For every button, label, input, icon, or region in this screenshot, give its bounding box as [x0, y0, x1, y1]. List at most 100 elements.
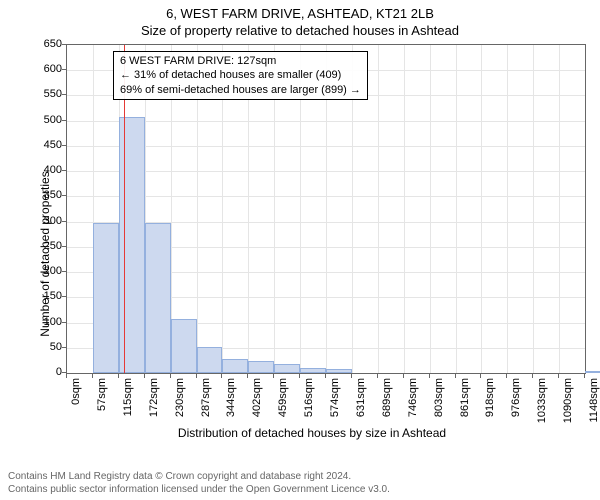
y-tick: [62, 195, 66, 196]
x-tick: [66, 374, 67, 378]
grid-line-v: [430, 45, 431, 373]
x-tick-label: 746sqm: [407, 378, 419, 417]
bar: [119, 117, 145, 373]
y-tick-label: 100: [38, 316, 62, 328]
x-tick-label: 918sqm: [484, 378, 496, 417]
y-tick-label: 350: [38, 189, 62, 201]
x-tick-label: 459sqm: [277, 378, 289, 417]
x-tick: [558, 374, 559, 378]
x-tick-label: 516sqm: [303, 378, 315, 417]
y-tick-label: 300: [38, 215, 62, 227]
grid-line-v: [559, 45, 560, 373]
y-tick-label: 450: [38, 139, 62, 151]
grid-line-v: [533, 45, 534, 373]
chart-title-main: 6, WEST FARM DRIVE, ASHTEAD, KT21 2LB: [0, 0, 600, 21]
x-tick-label: 1148sqm: [588, 378, 600, 422]
footer-line-1: Contains HM Land Registry data © Crown c…: [8, 470, 390, 483]
chart-title-sub: Size of property relative to detached ho…: [0, 21, 600, 38]
x-tick: [351, 374, 352, 378]
x-tick-label: 115sqm: [122, 378, 134, 416]
x-tick: [170, 374, 171, 378]
x-tick: [532, 374, 533, 378]
y-tick-label: 650: [38, 38, 62, 50]
y-tick-label: 50: [38, 341, 62, 353]
grid-line-v: [456, 45, 457, 373]
bar: [145, 223, 171, 373]
x-tick: [506, 374, 507, 378]
y-tick-label: 150: [38, 290, 62, 302]
bar: [222, 359, 248, 373]
y-tick-label: 250: [38, 240, 62, 252]
x-tick: [403, 374, 404, 378]
x-tick: [92, 374, 93, 378]
grid-line-v: [507, 45, 508, 373]
chart-wrap: Number of detached properties 6 WEST FAR…: [38, 44, 586, 440]
x-tick-label: 287sqm: [200, 378, 212, 417]
y-tick: [62, 271, 66, 272]
plot-area: 6 WEST FARM DRIVE: 127sqm ← 31% of detac…: [66, 44, 586, 374]
x-tick-label: 574sqm: [329, 378, 341, 417]
x-tick-label: 0sqm: [70, 378, 82, 405]
x-tick-label: 1090sqm: [562, 378, 574, 423]
y-tick: [62, 94, 66, 95]
bar: [248, 361, 274, 373]
chart-container: 6, WEST FARM DRIVE, ASHTEAD, KT21 2LB Si…: [0, 0, 600, 500]
bar: [300, 368, 326, 373]
y-tick: [62, 221, 66, 222]
y-tick: [62, 44, 66, 45]
y-tick: [62, 120, 66, 121]
bar: [93, 223, 119, 373]
x-tick: [299, 374, 300, 378]
y-tick: [62, 69, 66, 70]
x-tick-label: 344sqm: [225, 378, 237, 417]
bar: [585, 371, 600, 373]
x-tick-label: 230sqm: [174, 378, 186, 417]
x-tick-label: 402sqm: [251, 378, 263, 417]
grid-line-v: [404, 45, 405, 373]
x-tick-label: 803sqm: [433, 378, 445, 417]
x-tick-label: 861sqm: [459, 378, 471, 417]
grid-line-v: [378, 45, 379, 373]
y-tick: [62, 246, 66, 247]
x-tick-label: 172sqm: [148, 378, 160, 417]
x-tick: [144, 374, 145, 378]
x-tick-label: 57sqm: [96, 378, 108, 411]
bar: [171, 319, 197, 373]
y-tick: [62, 296, 66, 297]
info-line-2: ← 31% of detached houses are smaller (40…: [120, 68, 361, 82]
x-tick-label: 1033sqm: [536, 378, 548, 423]
x-tick: [247, 374, 248, 378]
x-tick: [325, 374, 326, 378]
footer: Contains HM Land Registry data © Crown c…: [8, 470, 390, 496]
x-tick-label: 976sqm: [510, 378, 522, 417]
info-line-1: 6 WEST FARM DRIVE: 127sqm: [120, 54, 361, 68]
y-tick-label: 0: [38, 366, 62, 378]
y-tick-label: 500: [38, 114, 62, 126]
info-line-3: 69% of semi-detached houses are larger (…: [120, 83, 361, 97]
bar: [326, 369, 352, 373]
y-tick: [62, 145, 66, 146]
x-axis-label: Distribution of detached houses by size …: [38, 426, 586, 440]
x-tick: [480, 374, 481, 378]
y-tick-label: 200: [38, 265, 62, 277]
y-tick: [62, 322, 66, 323]
y-tick: [62, 372, 66, 373]
bar: [274, 364, 300, 373]
x-tick: [118, 374, 119, 378]
x-tick: [455, 374, 456, 378]
x-tick: [377, 374, 378, 378]
y-tick: [62, 170, 66, 171]
x-tick: [221, 374, 222, 378]
grid-line-v: [481, 45, 482, 373]
bar: [197, 347, 223, 373]
x-tick-label: 689sqm: [381, 378, 393, 417]
x-tick: [273, 374, 274, 378]
y-tick-label: 600: [38, 63, 62, 75]
x-tick: [429, 374, 430, 378]
x-tick-label: 631sqm: [355, 378, 367, 417]
x-tick: [584, 374, 585, 378]
y-tick-label: 400: [38, 164, 62, 176]
info-box: 6 WEST FARM DRIVE: 127sqm ← 31% of detac…: [113, 51, 368, 100]
y-tick-label: 550: [38, 88, 62, 100]
footer-line-2: Contains public sector information licen…: [8, 483, 390, 496]
